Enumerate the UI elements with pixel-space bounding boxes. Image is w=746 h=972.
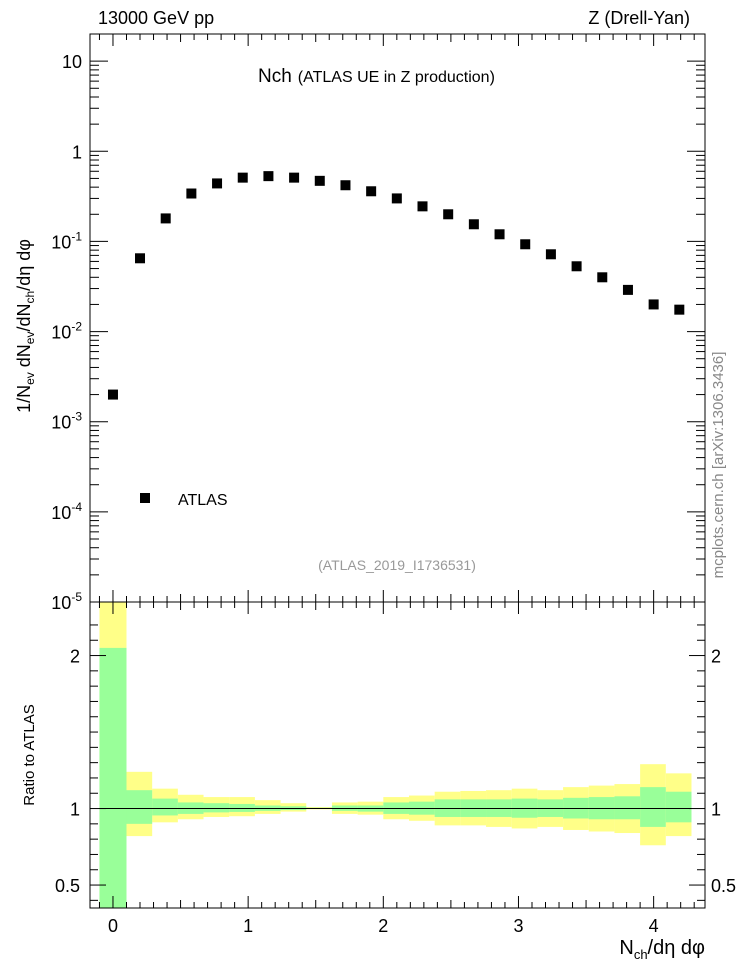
data-point (545, 249, 556, 260)
main-panel-frame (89, 33, 706, 603)
chart-title: Nch (ATLAS UE in Z production) (258, 66, 495, 87)
header-left: 13000 GeV pp (98, 8, 214, 28)
data-point (107, 389, 118, 400)
x-tick-label: 1 (243, 916, 253, 936)
data-point (494, 229, 505, 240)
axes (89, 33, 706, 909)
x-tick-label: 2 (378, 916, 388, 936)
data-point (289, 172, 300, 183)
tick-labels: 10 1 10-1 10-2 10-3 10-4 10-5 0.5 0.5 1 1 2 2 0 1 2 3 4 (51, 52, 736, 936)
data-point (443, 209, 454, 220)
ratio-y-tick-label: 1 (70, 800, 80, 820)
legend-marker (140, 493, 150, 503)
data-point (237, 172, 248, 183)
stat-band-bin (152, 798, 178, 816)
data-point (648, 299, 659, 310)
x-axis-label: Nch/dη dφ (619, 937, 705, 962)
data-point (160, 213, 171, 224)
stat-band-bin (640, 787, 666, 827)
header-right: Z (Drell-Yan) (588, 8, 690, 28)
data-point (597, 272, 608, 283)
y-tick-label: 10 (62, 52, 82, 72)
y-tick-label: 10-1 (51, 229, 82, 252)
data-points (107, 171, 685, 400)
stat-band-bin (614, 796, 641, 820)
ratio-y-tick-label: 0.5 (55, 876, 80, 896)
chart-subtitle: (ATLAS UE in Z production) (298, 69, 495, 86)
ratio-y-tick-label: 2 (70, 647, 80, 667)
stat-band-bin (229, 803, 255, 812)
y-tick-label: 1 (72, 142, 82, 162)
ratio-y-tick-label-right: 2 (711, 647, 721, 667)
ratio-y-tick-label-right: 1 (711, 800, 721, 820)
ratio-panel-frame (89, 601, 706, 909)
y-tick-label: 10-3 (51, 410, 82, 433)
data-point (520, 239, 531, 250)
analysis-watermark: (ATLAS_2019_I1736531) (318, 557, 476, 573)
data-point (571, 261, 582, 272)
data-point (340, 180, 351, 191)
data-point (135, 253, 146, 264)
legend-entry-atlas: ATLAS (178, 492, 228, 509)
main-y-axis-label: 1/Nev dNev/dNch/dη dφ (14, 239, 37, 413)
data-point (674, 304, 685, 315)
y-tick-label: 10-2 (51, 320, 82, 343)
stat-band-bin (126, 790, 153, 824)
y-tick-label: 10-4 (51, 500, 82, 523)
ratio-y-axis-label: Ratio to ATLAS (21, 704, 38, 805)
ratio-bands (99, 602, 692, 908)
data-point (263, 171, 274, 182)
y-tick-label: 10-5 (51, 590, 82, 613)
x-tick-label: 0 (108, 916, 118, 936)
data-point (391, 193, 402, 204)
ratio-y-tick-label-right: 0.5 (711, 876, 736, 896)
chart-title-main: Nch (258, 66, 292, 87)
data-point (468, 219, 479, 230)
data-point (417, 201, 428, 212)
stat-band-bin (203, 803, 230, 813)
data-point (622, 284, 633, 295)
data-point (186, 188, 197, 199)
data-point (366, 186, 377, 197)
data-point (314, 175, 325, 186)
stat-band-bin (99, 647, 127, 908)
data-point (212, 178, 223, 189)
side-label: mcplots.cern.ch [arXiv:1306.3436] (710, 352, 727, 579)
x-tick-label: 3 (513, 916, 523, 936)
x-tick-label: 4 (649, 916, 659, 936)
stat-band-bin (665, 791, 692, 823)
